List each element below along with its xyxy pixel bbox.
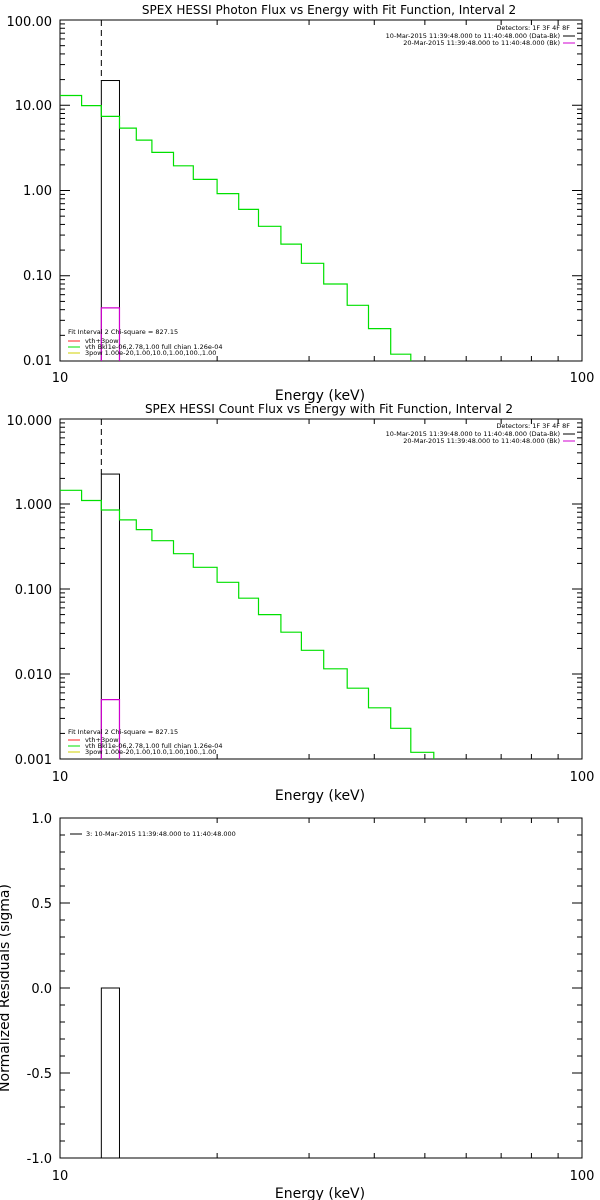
panel2-legend-header: Fit Interval 2 Chi-square = 827.15 bbox=[68, 728, 178, 736]
panel1-xtick-label: 100 bbox=[570, 371, 595, 386]
panel1-legend-entry: vth BkI1e-06,2.78,1.00 full chian 1.26e-… bbox=[85, 343, 222, 351]
panel1-y-ticks: 0.01 0.10 1.00 10.00 100.00 bbox=[7, 15, 53, 369]
panel2-title: SPEX HESSI Count Flux vs Energy with Fit… bbox=[145, 402, 513, 416]
panel2-legend-detectors: Detectors: 1F 3F 4F 8F bbox=[496, 422, 570, 430]
panel2-x-ticks: 10 100 bbox=[52, 770, 595, 785]
panel3-y-ticks: -1.0 -0.5 0.0 0.5 1.0 bbox=[27, 812, 52, 1167]
p1-data-bar bbox=[100, 80, 120, 362]
panel3-ytick-label: -1.0 bbox=[27, 1152, 52, 1167]
panel3-x-axis-label: Energy (keV) bbox=[275, 1186, 365, 1200]
panel3-x-ticks: 10 100 bbox=[52, 1169, 595, 1184]
residuals-panel: -1.0 -0.5 0.0 0.5 1.0 10 100 Energy (keV… bbox=[0, 812, 594, 1200]
panel2-ytick-label: 0.001 bbox=[15, 753, 52, 768]
panel1-xtick-label: 10 bbox=[52, 371, 69, 386]
panel3-ytick-label: 1.0 bbox=[31, 812, 52, 827]
panel3-xtick-label: 100 bbox=[570, 1169, 595, 1184]
panel3-legend-entry: 3: 10-Mar-2015 11:39:48.000 to 11:40:48.… bbox=[86, 830, 236, 838]
panel1-tick-marks bbox=[59, 19, 583, 362]
panel3-tick-marks bbox=[59, 817, 583, 1159]
panel2-legend-left: Fit Interval 2 Chi-square = 827.15 vth+3… bbox=[68, 728, 222, 756]
panel2-x-axis-label: Energy (keV) bbox=[275, 788, 365, 804]
panel1-legend-entry: 3pow 1.00e-20,1.00,10.0,1.00,100.,1.00 bbox=[85, 349, 216, 357]
panel1-x-ticks: 10 100 bbox=[52, 371, 595, 386]
panel2-legend-right: Detectors: 1F 3F 4F 8F 10-Mar-2015 11:39… bbox=[386, 422, 575, 445]
panel3-axes-frame bbox=[59, 817, 583, 1159]
panel2-xtick-label: 100 bbox=[570, 770, 595, 785]
count-flux-panel: SPEX HESSI Count Flux vs Energy with Fit… bbox=[7, 402, 595, 804]
panel1-legend-detectors: Detectors: 1F 3F 4F 8F bbox=[496, 24, 570, 32]
panel1-ytick-label: 0.01 bbox=[23, 354, 52, 369]
panel1-ytick-label: 10.00 bbox=[15, 99, 52, 114]
panel1-legend-entry: vth+3pow bbox=[85, 337, 119, 345]
panel3-ytick-label: 0.5 bbox=[31, 897, 52, 912]
panel2-ytick-label: 1.000 bbox=[15, 498, 52, 513]
panel1-axes-frame bbox=[59, 19, 583, 362]
panel3-y-axis-label: Normalized Residuals (sigma) bbox=[0, 884, 13, 1092]
panel3-legend: 3: 10-Mar-2015 11:39:48.000 to 11:40:48.… bbox=[70, 830, 236, 838]
panel2-axes-frame bbox=[59, 418, 583, 760]
p2-data-bar bbox=[100, 473, 120, 760]
panel2-xtick-label: 10 bbox=[52, 770, 69, 785]
panel2-ytick-label: 10.000 bbox=[7, 414, 53, 429]
panel3-plot-marks bbox=[100, 987, 120, 1159]
panel1-legend-right: Detectors: 1F 3F 4F 8F 10-Mar-2015 11:39… bbox=[386, 24, 575, 47]
p1-series-bk-step bbox=[100, 307, 121, 361]
panel2-plot-marks bbox=[60, 419, 435, 760]
photon-flux-panel: SPEX HESSI Photon Flux vs Energy with Fi… bbox=[7, 3, 595, 404]
panel1-legend-entry: 20-Mar-2015 11:39:48.000 to 11:40:48.000… bbox=[403, 39, 560, 47]
panel1-legend-left: Fit Interval 2 Chi-square = 827.15 vth+3… bbox=[68, 328, 222, 357]
panel1-ytick-label: 100.00 bbox=[7, 15, 53, 30]
p2-series-vth-step bbox=[60, 489, 435, 759]
panel2-tick-marks bbox=[59, 418, 583, 760]
panel2-legend-entry: vth+3pow bbox=[85, 736, 119, 744]
panel2-ytick-label: 0.010 bbox=[15, 668, 52, 683]
panel2-legend-entry: vth BkI1e-06,2.78,1.00 full chian 1.26e-… bbox=[85, 742, 222, 750]
panel1-legend-header: Fit Interval 2 Chi-square = 827.15 bbox=[68, 328, 178, 336]
panel3-ytick-label: -0.5 bbox=[27, 1067, 52, 1082]
panel1-ytick-label: 0.10 bbox=[23, 269, 52, 284]
panel3-ytick-label: 0.0 bbox=[31, 982, 52, 997]
p1-series-vth-step bbox=[60, 94, 412, 361]
panel2-ytick-label: 0.100 bbox=[15, 583, 52, 598]
panel3-xtick-label: 10 bbox=[52, 1169, 69, 1184]
panel2-y-ticks: 0.001 0.010 0.100 1.000 10.000 bbox=[7, 414, 53, 768]
panel2-legend-entry: 3pow 1.00e-20,1.00,10.0,1.00,100.,1.00 bbox=[85, 748, 216, 756]
p3-residual-bar bbox=[100, 987, 120, 1159]
panel1-ytick-label: 1.00 bbox=[23, 184, 52, 199]
panel1-x-axis-label: Energy (keV) bbox=[275, 388, 365, 404]
panel2-legend-entry: 10-Mar-2015 11:39:48.000 to 11:40:48.000… bbox=[386, 430, 560, 438]
panel2-legend-entry: 20-Mar-2015 11:39:48.000 to 11:40:48.000… bbox=[403, 437, 560, 445]
p2-series-bk-step bbox=[100, 698, 121, 759]
panel1-title: SPEX HESSI Photon Flux vs Energy with Fi… bbox=[142, 3, 516, 17]
panel1-legend-entry: 10-Mar-2015 11:39:48.000 to 11:40:48.000… bbox=[386, 32, 560, 40]
panel1-plot-marks bbox=[60, 20, 412, 362]
